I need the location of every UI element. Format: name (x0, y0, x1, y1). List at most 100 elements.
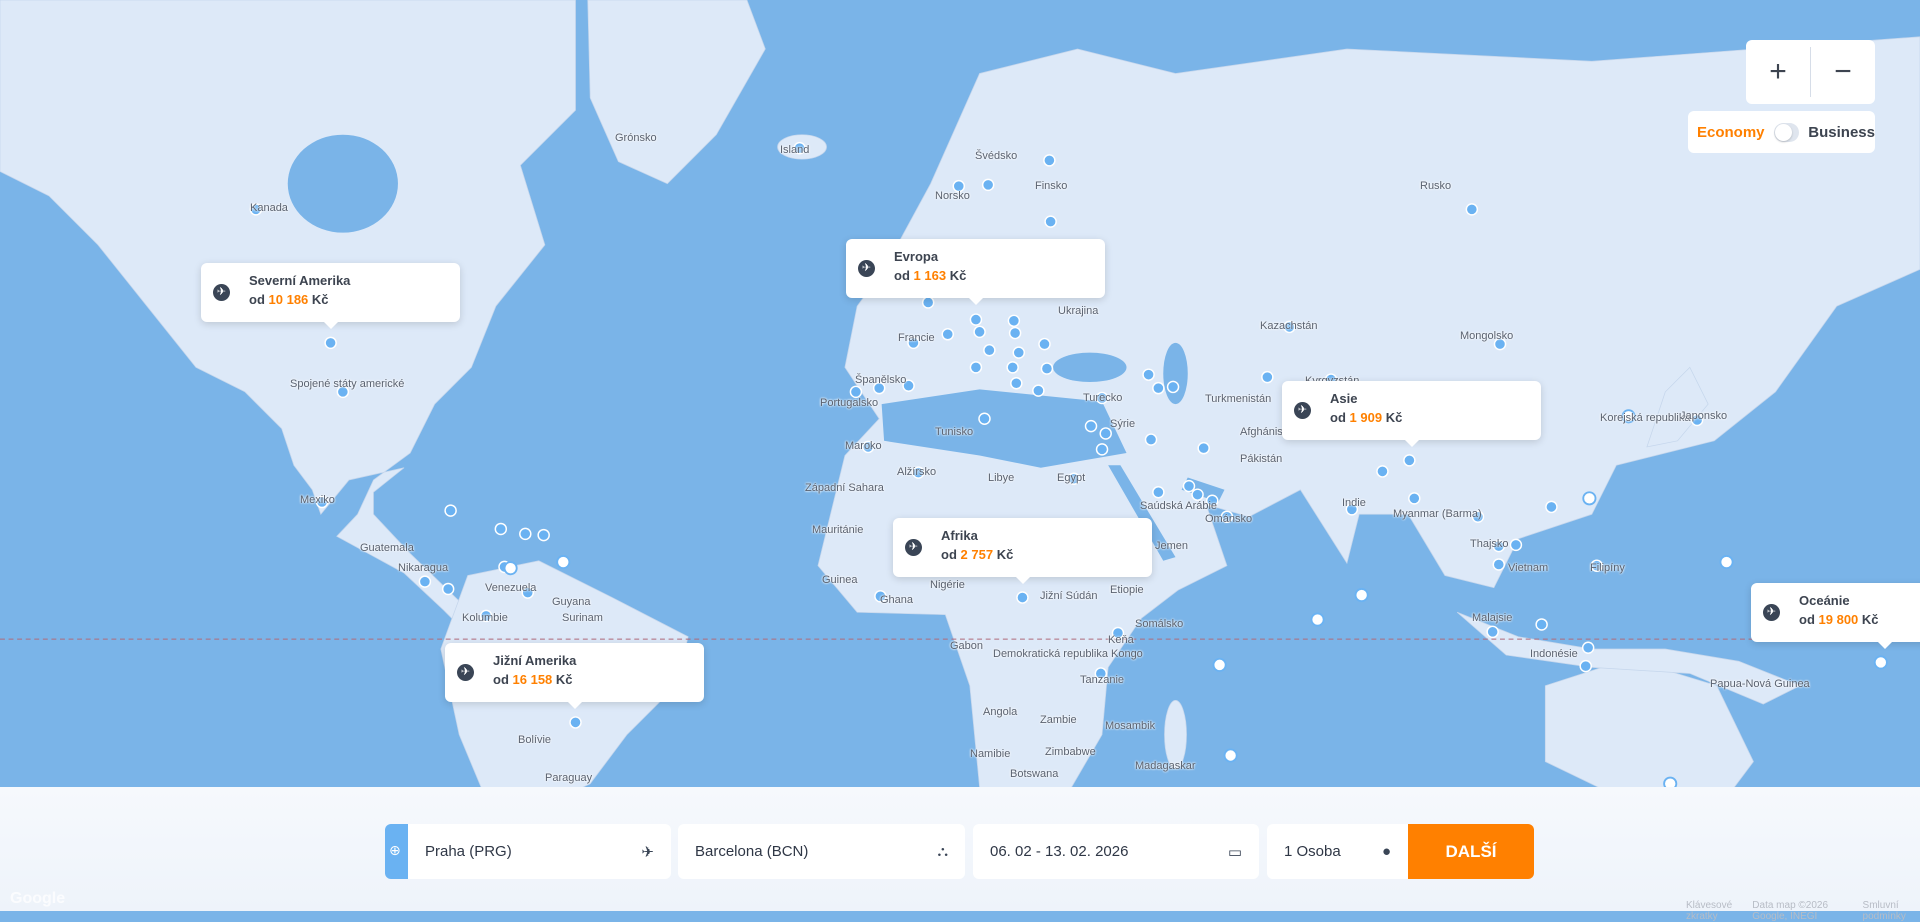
destination-marker[interactable] (907, 336, 920, 350)
destination-marker[interactable] (1166, 380, 1180, 394)
destination-marker[interactable] (1408, 492, 1421, 505)
destination-marker[interactable] (1621, 409, 1636, 424)
destination-marker[interactable] (1465, 203, 1479, 216)
destination-marker[interactable] (1493, 337, 1507, 351)
destination-marker[interactable] (1492, 558, 1506, 571)
destination-marker[interactable] (921, 296, 935, 309)
popup-north-america[interactable]: ✈ Severní Amerika od 10 186 Kč (201, 263, 460, 329)
destination-marker[interactable] (952, 179, 966, 193)
destination-marker[interactable] (1579, 659, 1592, 673)
destination-marker[interactable] (1095, 443, 1109, 456)
destination-marker[interactable] (519, 527, 532, 541)
destination-marker[interactable] (249, 203, 263, 216)
destination-marker[interactable] (874, 590, 887, 603)
destination-marker[interactable] (1197, 441, 1210, 455)
destination-marker[interactable] (1152, 381, 1165, 395)
popup-oceania[interactable]: ✈ Oceánie od 19 800 Kč (1751, 583, 1920, 649)
destination-marker[interactable] (1261, 370, 1274, 384)
destination-marker[interactable] (1376, 465, 1389, 478)
popup-south-america[interactable]: ✈ Jižní Amerika od 16 158 Kč (445, 643, 704, 709)
destination-marker[interactable] (1212, 657, 1227, 672)
destination-marker[interactable] (556, 554, 571, 570)
destination-marker[interactable] (1043, 154, 1056, 167)
next-button[interactable]: DALŠÍ (1408, 824, 1534, 879)
destination-marker[interactable] (978, 412, 991, 426)
destination-marker[interactable] (973, 325, 986, 339)
destination-marker[interactable] (861, 440, 875, 454)
destination-field[interactable]: Barcelona (BCN) ⛬ (678, 824, 965, 879)
destination-marker[interactable] (1144, 433, 1158, 446)
destination-marker[interactable] (494, 522, 508, 536)
destination-marker[interactable] (1008, 326, 1022, 340)
destination-marker[interactable] (418, 575, 432, 588)
destination-marker[interactable] (1545, 500, 1558, 514)
destination-marker[interactable] (444, 504, 457, 517)
destination-marker[interactable] (1509, 538, 1523, 552)
destination-marker[interactable] (1084, 419, 1098, 433)
destination-marker[interactable] (1032, 384, 1045, 397)
destination-marker[interactable] (1095, 391, 1109, 405)
destination-marker[interactable] (969, 361, 983, 374)
zoom-in-button[interactable]: + (1769, 55, 1787, 88)
destination-marker[interactable] (1040, 362, 1054, 375)
destination-marker[interactable] (1283, 320, 1296, 334)
destination-marker[interactable] (1345, 503, 1359, 516)
destination-marker[interactable] (1006, 361, 1019, 374)
popup-europe[interactable]: ✈ Evropa od 1 163 Kč (846, 239, 1105, 305)
origin-field[interactable]: Praha (PRG) ✈ (408, 824, 671, 879)
date-field[interactable]: 06. 02 - 13. 02. 2026 ▭ (973, 824, 1259, 879)
destination-marker[interactable] (1471, 510, 1485, 523)
destination-marker[interactable] (1310, 612, 1325, 627)
destination-marker[interactable] (1719, 554, 1734, 570)
destination-marker[interactable] (941, 328, 954, 341)
destination-marker[interactable] (1191, 488, 1204, 501)
destination-marker[interactable] (1220, 510, 1234, 523)
destination-marker[interactable] (521, 586, 534, 599)
destination-marker[interactable] (503, 561, 518, 576)
cabin-switch[interactable] (1773, 122, 1800, 142)
destination-marker[interactable] (1152, 485, 1165, 499)
destination-marker[interactable] (1094, 667, 1108, 680)
destination-marker[interactable] (1010, 377, 1023, 390)
terms-link[interactable]: Smluvní podmínky (1862, 900, 1906, 922)
destination-marker[interactable] (1486, 625, 1499, 639)
destination-marker[interactable] (1582, 491, 1597, 506)
destination-marker[interactable] (793, 141, 806, 155)
destination-marker[interactable] (1223, 748, 1238, 763)
destination-marker[interactable] (537, 528, 550, 542)
destination-marker[interactable] (981, 178, 995, 192)
destination-marker[interactable] (1206, 494, 1219, 508)
destination-marker[interactable] (336, 385, 350, 399)
destination-marker[interactable] (315, 495, 329, 509)
destination-marker[interactable] (1354, 588, 1369, 603)
destination-marker[interactable] (1007, 314, 1021, 328)
destination-marker[interactable] (1012, 346, 1026, 359)
destination-marker[interactable] (983, 343, 996, 357)
passengers-field[interactable]: 1 Osoba ● (1267, 824, 1417, 879)
zoom-out-button[interactable]: − (1834, 55, 1852, 88)
destination-marker[interactable] (1873, 655, 1888, 670)
destination-marker[interactable] (1099, 427, 1112, 440)
destination-marker[interactable] (1590, 559, 1603, 572)
destination-marker[interactable] (1038, 337, 1051, 351)
destination-marker[interactable] (569, 716, 582, 729)
destination-marker[interactable] (1111, 626, 1125, 640)
destination-marker[interactable] (912, 466, 925, 479)
destination-marker[interactable] (849, 385, 863, 399)
popup-africa[interactable]: ✈ Afrika od 2 757 Kč (893, 518, 1152, 584)
destination-marker[interactable] (872, 381, 886, 395)
destination-marker[interactable] (1067, 472, 1081, 486)
destination-marker[interactable] (1492, 539, 1506, 553)
destination-marker[interactable] (1581, 641, 1595, 654)
economy-option[interactable]: Economy (1697, 123, 1765, 141)
destination-marker[interactable] (1142, 368, 1155, 381)
destination-marker[interactable] (1044, 215, 1057, 228)
destination-marker[interactable] (1690, 413, 1704, 427)
destination-marker[interactable] (1535, 618, 1548, 631)
business-option[interactable]: Business (1808, 123, 1875, 141)
destination-marker[interactable] (1182, 479, 1196, 493)
destination-marker[interactable] (441, 582, 455, 596)
destination-marker[interactable] (324, 336, 337, 350)
destination-marker[interactable] (1016, 591, 1029, 604)
